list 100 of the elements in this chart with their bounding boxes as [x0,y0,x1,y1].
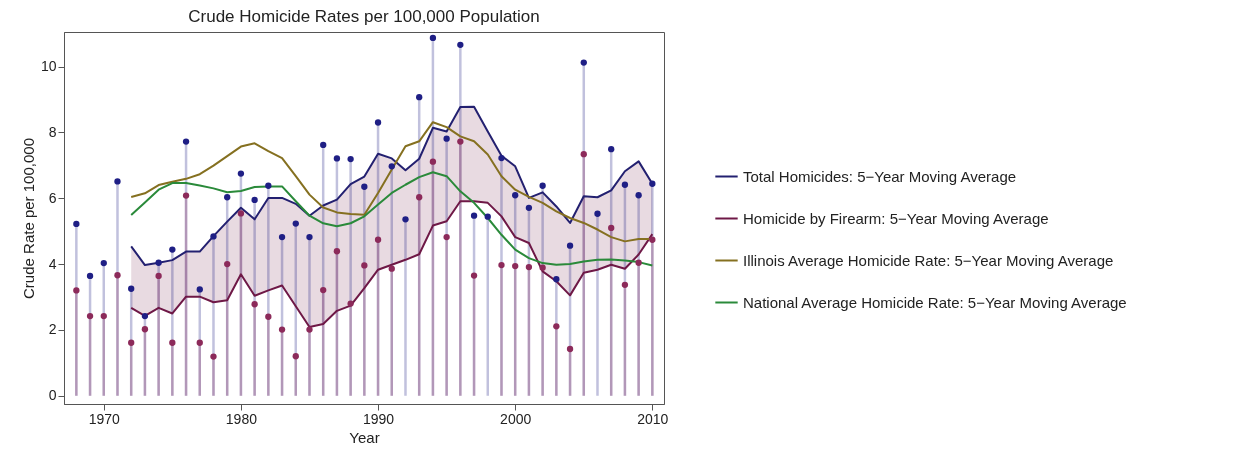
point [86,312,94,320]
point [539,182,546,189]
point [429,34,437,42]
point [265,313,272,320]
x-tick-label: 2000 [500,410,532,427]
point [73,287,80,294]
point [278,326,286,333]
point [141,312,149,320]
point [306,233,313,241]
point [210,353,217,360]
point [182,138,190,145]
y-axis-title: Crude Rate per 100,000 [19,138,37,299]
point [210,233,217,240]
point [553,323,560,330]
legend-label: Total Homicides: 5−Year Moving Average [743,167,1017,185]
point [347,300,354,307]
point [498,261,505,269]
point [333,155,341,162]
point [141,326,149,333]
point [388,163,395,170]
point [237,170,245,177]
point [553,276,560,283]
point [182,192,190,199]
point [621,181,629,188]
point [169,246,176,253]
point [374,119,382,126]
point [100,259,107,267]
point [169,339,176,346]
point [594,210,601,217]
point [525,263,533,271]
point [457,41,464,48]
point [649,236,656,243]
point [608,146,615,153]
point [196,339,203,346]
point [306,326,313,333]
point [525,204,533,211]
point [635,259,642,266]
point [580,59,587,66]
point [237,210,245,217]
x-tick-label: 1970 [88,410,121,427]
x-tick-label: 1980 [225,410,258,427]
point [580,150,587,158]
point [114,272,121,279]
y-tick-label: 2 [48,321,57,338]
point [512,262,519,270]
legend-label: National Average Homicide Rate: 5−Year Moving Average [743,293,1127,311]
x-tick-label: 2010 [637,410,669,427]
y-tick-label: 10 [40,58,57,75]
legend-label: Illinois Average Homicide Rate: 5−Year Moving Average [743,251,1114,269]
y-tick-label: 8 [48,123,57,140]
point [512,192,519,199]
point [196,286,203,293]
legend-label: Homicide by Firearm: 5−Year Moving Average [743,209,1049,227]
point [374,236,382,243]
point [566,242,574,249]
point [416,194,423,201]
x-axis-title: Year [349,428,380,446]
point [278,233,286,241]
point [443,135,450,142]
point [416,94,423,101]
point [402,216,409,223]
y-tick-label: 0 [48,387,57,404]
point [361,183,368,190]
point [320,286,327,294]
point [621,281,629,288]
x-tick-label: 1990 [362,410,395,427]
point [128,285,135,292]
point [251,196,258,204]
point [347,155,354,163]
point [128,339,135,346]
point [470,212,478,219]
point [361,262,368,269]
y-tick-label: 4 [48,255,57,272]
point [498,154,505,162]
chart-title: Crude Homicide Rates per 100,000 Population [188,7,540,26]
line-series [130,105,654,267]
point [251,301,258,308]
point [484,213,491,220]
point [86,272,94,280]
point [566,345,574,353]
point [320,141,327,149]
point [265,182,272,189]
point [470,272,478,279]
point [388,265,395,272]
point [635,192,642,199]
point [429,158,437,165]
point [608,224,615,232]
point [155,259,162,266]
point [155,272,162,280]
point [539,264,546,271]
point [333,248,341,255]
point [100,312,107,320]
point [73,220,80,228]
point [224,260,231,268]
point [224,194,231,201]
point [443,233,450,241]
y-tick-label: 6 [48,189,57,206]
point [114,178,121,185]
point [457,138,464,145]
point [292,353,299,360]
